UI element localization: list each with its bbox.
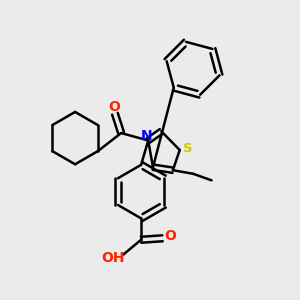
Text: S: S	[183, 142, 193, 155]
Text: O: O	[108, 100, 120, 114]
Text: OH: OH	[101, 251, 125, 265]
Text: N: N	[141, 129, 152, 143]
Text: O: O	[164, 230, 176, 244]
